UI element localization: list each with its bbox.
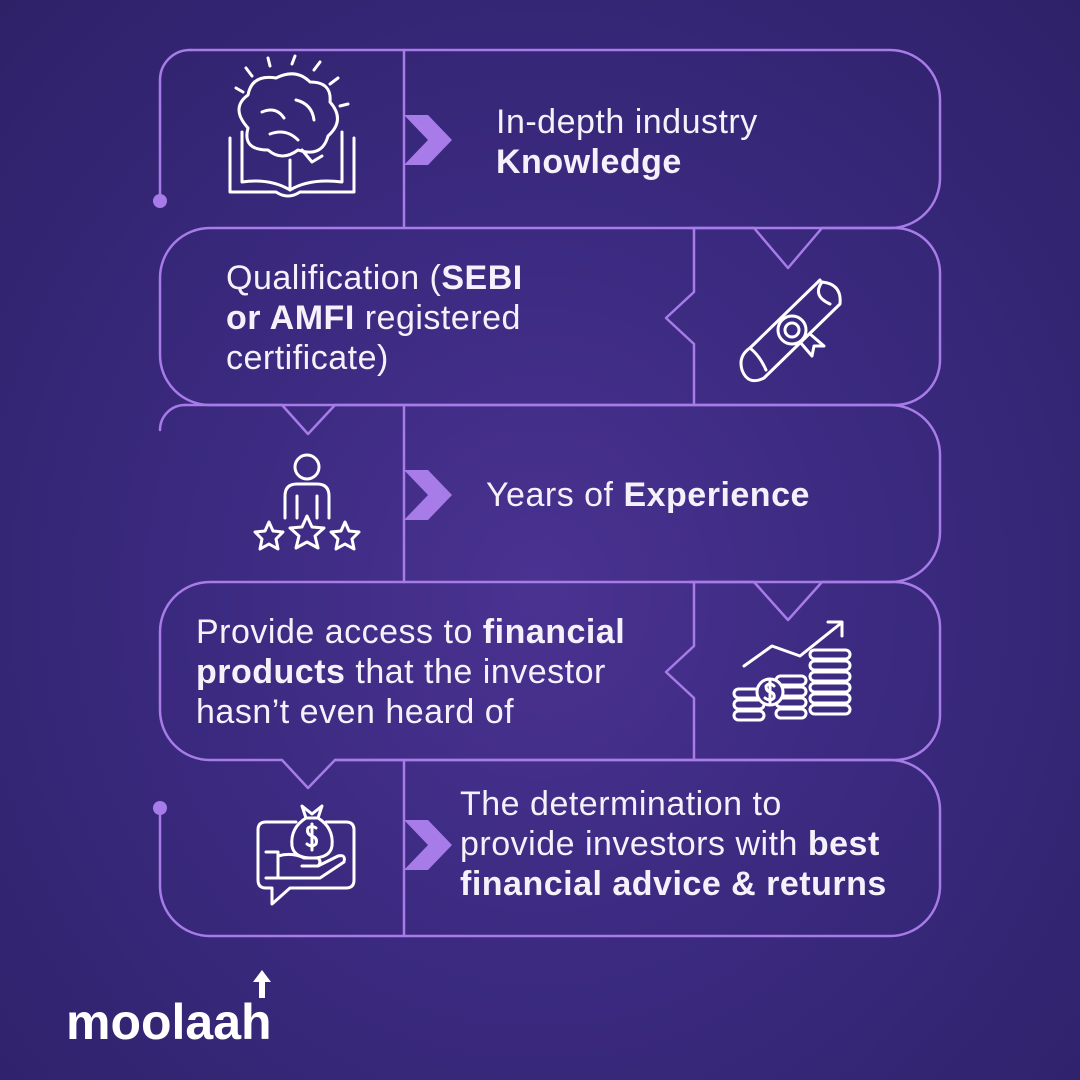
- item-3-regular: Years of: [486, 476, 624, 514]
- item-4-regular-3: hasn’t even heard of: [196, 693, 515, 731]
- chevron-right-icon: [404, 470, 452, 520]
- item-5-regular-1: The determination to: [460, 785, 782, 823]
- connector-dot-top: [153, 194, 167, 208]
- logo-arrow-icon: [253, 970, 271, 998]
- money-bag-hand-icon: [256, 804, 356, 906]
- item-2-regular-1: Qualification (: [226, 259, 442, 297]
- item-2-regular-2: registered: [354, 299, 521, 337]
- item-4-bold-2: products: [196, 653, 346, 691]
- item-2-bold-2: or AMFI: [226, 299, 355, 337]
- item-4-regular-2: that the investor: [345, 653, 606, 691]
- item-5-text: The determination to provide investors w…: [460, 784, 887, 904]
- item-5-bold-2: financial advice & returns: [460, 865, 887, 903]
- box-3-left-edge: [158, 403, 187, 432]
- box-1-left-edge: [158, 48, 192, 202]
- item-1-bold: Knowledge: [496, 143, 682, 181]
- chevron-right-icon: [404, 115, 452, 165]
- item-2-regular-3: certificate): [226, 339, 389, 377]
- item-1-regular: In-depth industry: [496, 103, 758, 141]
- item-5-bold-1: best: [807, 825, 880, 863]
- item-4-regular-1: Provide access to: [196, 613, 483, 651]
- item-4-bold-1: financial: [482, 613, 626, 651]
- box-2-divider: [664, 226, 696, 407]
- box-5-outline: [158, 758, 942, 938]
- brain-book-icon: [228, 54, 356, 198]
- brand-logo: moolaah: [66, 994, 272, 1050]
- person-stars-icon: [253, 453, 361, 551]
- item-2-bold-1: SEBI: [441, 259, 523, 297]
- item-1-text: In-depth industry Knowledge: [496, 102, 758, 182]
- item-4-text: Provide access to financial products tha…: [196, 612, 625, 732]
- certificate-scroll-icon: [739, 278, 842, 383]
- item-3-text: Years of Experience: [486, 475, 810, 515]
- item-3-bold: Experience: [623, 476, 810, 514]
- box-4-divider: [664, 580, 696, 762]
- coins-growth-icon: [732, 620, 852, 722]
- box-4-outline: [158, 580, 942, 790]
- item-2-text: Qualification (SEBI or AMFI registered c…: [226, 258, 523, 378]
- item-5-regular-2: provide investors with: [460, 825, 808, 863]
- chevron-right-icon: [404, 820, 452, 870]
- connector-dot-bottom: [153, 801, 167, 815]
